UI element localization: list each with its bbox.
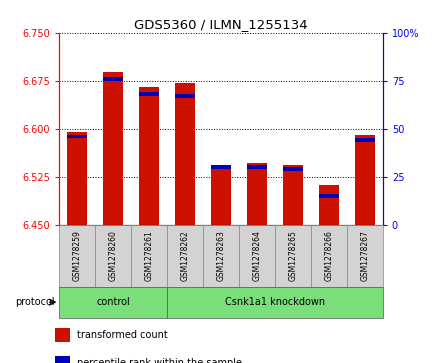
Bar — [175, 83, 195, 225]
Bar — [283, 167, 303, 171]
Text: GSM1278261: GSM1278261 — [145, 231, 154, 281]
Bar — [67, 135, 87, 139]
Text: GSM1278260: GSM1278260 — [109, 231, 118, 281]
Bar — [347, 225, 383, 287]
Bar — [239, 225, 275, 287]
Bar — [355, 135, 375, 225]
Bar — [247, 163, 267, 225]
Bar — [55, 328, 70, 342]
Bar — [139, 92, 159, 96]
Text: GSM1278264: GSM1278264 — [253, 231, 261, 281]
Text: protocol: protocol — [15, 297, 55, 307]
Text: GSM1278259: GSM1278259 — [73, 231, 82, 281]
Text: GSM1278263: GSM1278263 — [216, 231, 226, 281]
Text: transformed count: transformed count — [77, 330, 167, 340]
Bar — [95, 225, 131, 287]
Bar — [103, 77, 123, 81]
Bar — [211, 166, 231, 225]
Bar — [283, 166, 303, 225]
Bar — [103, 73, 123, 225]
Bar — [247, 166, 267, 169]
Text: Csnk1a1 knockdown: Csnk1a1 knockdown — [225, 297, 325, 307]
Bar — [131, 225, 167, 287]
Title: GDS5360 / ILMN_1255134: GDS5360 / ILMN_1255134 — [134, 19, 308, 32]
Bar — [211, 166, 231, 169]
Bar — [167, 225, 203, 287]
Bar — [59, 225, 95, 287]
Bar — [319, 194, 339, 198]
Bar — [59, 287, 167, 318]
Bar — [355, 139, 375, 142]
Bar — [167, 287, 383, 318]
Bar — [275, 225, 311, 287]
Bar — [311, 225, 347, 287]
Text: control: control — [96, 297, 130, 307]
Bar — [319, 185, 339, 225]
Text: percentile rank within the sample: percentile rank within the sample — [77, 358, 242, 363]
Text: GSM1278266: GSM1278266 — [324, 231, 334, 281]
Text: GSM1278262: GSM1278262 — [181, 231, 190, 281]
Bar — [175, 94, 195, 98]
Text: GSM1278267: GSM1278267 — [360, 231, 369, 281]
Bar — [203, 225, 239, 287]
Bar — [55, 356, 70, 363]
Text: GSM1278265: GSM1278265 — [289, 231, 297, 281]
Bar — [139, 87, 159, 225]
Bar — [67, 132, 87, 225]
